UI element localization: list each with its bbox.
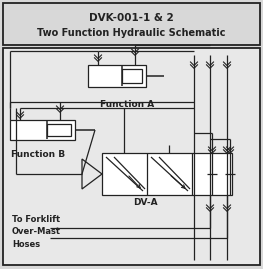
- Bar: [122, 69, 142, 83]
- Bar: [88, 65, 146, 87]
- Text: Two Function Hydraulic Schematic: Two Function Hydraulic Schematic: [37, 28, 225, 38]
- Text: Function B: Function B: [11, 150, 65, 159]
- Text: Function A: Function A: [100, 100, 154, 109]
- Bar: [10, 120, 75, 140]
- Text: DVK-001-1 & 2: DVK-001-1 & 2: [89, 13, 173, 23]
- Bar: [3, 48, 260, 265]
- Bar: [47, 124, 71, 136]
- Bar: [102, 153, 232, 195]
- Bar: [3, 3, 260, 45]
- Text: To Forklift
Over-Mast
Hoses: To Forklift Over-Mast Hoses: [12, 215, 61, 249]
- Text: DV-A: DV-A: [133, 198, 157, 207]
